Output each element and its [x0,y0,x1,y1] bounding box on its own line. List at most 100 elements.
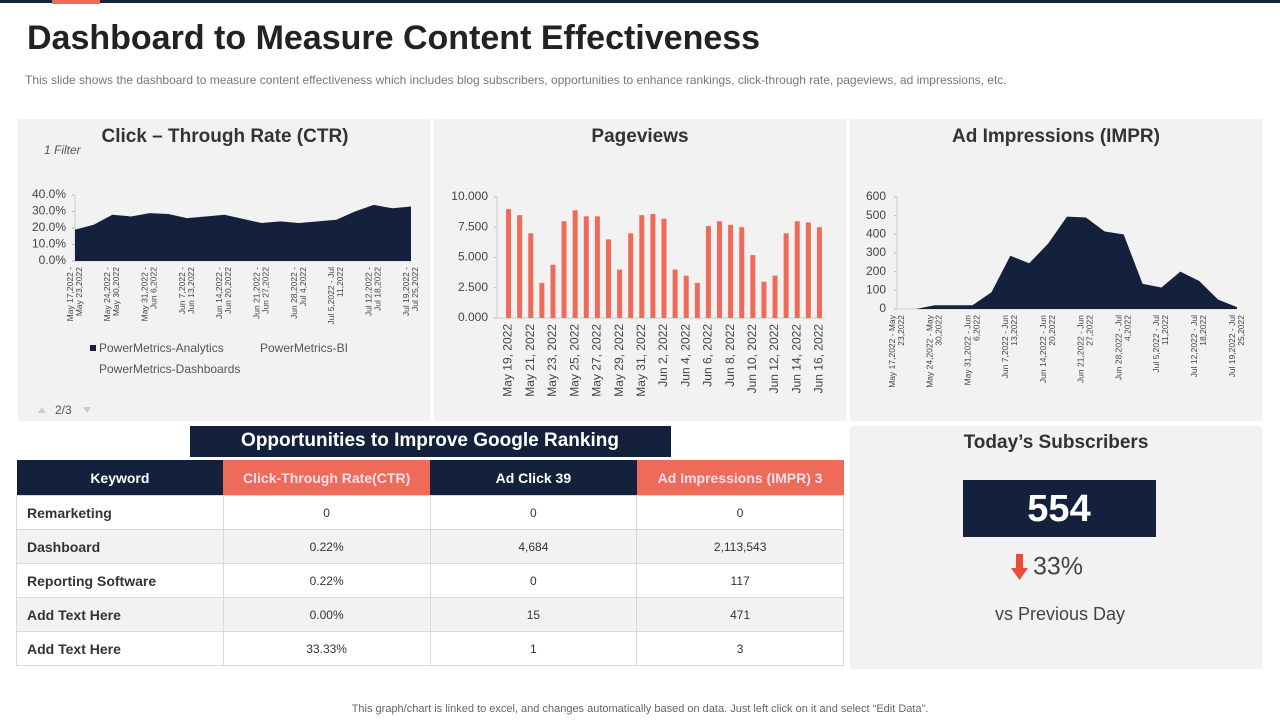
table-cell: Add Text Here [16,597,224,632]
legend-swatch [90,345,96,351]
bar [694,282,700,318]
legend-label: PowerMetrics-Analytics [99,341,224,355]
y-tick-label: 500 [866,208,886,222]
page-title: Dashboard to Measure Content Effectivene… [27,19,760,57]
table-cell: 0 [222,495,431,530]
subscribers-title: Today’s Subscribers [964,432,1149,453]
bar [572,210,578,318]
header-cell: Click-Through Rate(CTR) [223,460,430,496]
bar [628,233,634,318]
table-row: Remarketing 0 0 0 [16,495,844,530]
x-tick-label: Jun 16, 2022 [812,324,826,394]
x-tick-label: 27,2022 [1085,315,1095,346]
y-tick-label: 7.500 [458,219,488,233]
y-tick-label: 2.500 [458,280,488,294]
header-cell: Keyword [16,460,224,496]
bar [761,281,767,318]
header-cell: Ad Click 39 [430,460,637,496]
x-tick-label: Jul 5,2022 - Jul [1151,315,1161,373]
table-cell: 3 [636,631,844,666]
x-tick-label: May 30,2022 [111,267,121,316]
x-tick-label: Jun 28,2022 - Jul [1113,315,1123,380]
x-tick-label: Jul 18,2022 [372,267,382,311]
table-cell: 4,684 [429,529,638,564]
footer-note: This graph/chart is linked to excel, and… [352,703,929,715]
y-tick-label: 600 [866,189,886,203]
subscribers-box [963,480,1156,537]
bar [605,239,611,318]
x-tick-label: Jul 12,2022 - [363,267,373,316]
x-tick-label: May 31, 2022 [634,324,648,397]
legend-label: PowerMetrics-BI [260,341,348,355]
y-tick-label: 0.0% [39,253,67,267]
y-tick-label: 20.0% [32,220,66,234]
page-down[interactable] [83,407,91,413]
x-tick-label: Jun 21,2022 - [251,267,261,319]
table-row: Add Text Here 33.33% 1 3 [16,631,844,666]
area [75,204,411,261]
x-tick-label: 11,2022 [1160,315,1170,345]
bar [705,226,711,318]
table-row: Add Text Here 0.00% 15 471 [16,597,844,632]
bar [561,221,567,318]
x-tick-label: May 24,2022 - May [925,314,935,388]
bar [506,209,512,318]
page-up[interactable] [38,407,46,413]
x-tick-label: Jul 4,2022 [298,267,308,306]
table-cell: 0 [429,563,638,598]
bar [739,227,745,318]
x-tick-label: May 24,2022 - [102,267,112,322]
x-tick-label: Jun 14, 2022 [789,324,803,394]
table-row: Reporting Software 0.22% 0 117 [16,563,844,598]
bar [594,216,600,318]
panel [850,426,1262,669]
table-cell: 33.33% [222,631,431,666]
table-row: Dashboard 0.22% 4,684 2,113,543 [16,529,844,564]
bar [683,275,689,318]
table-cell: Dashboard [16,529,224,564]
table-cell: 117 [636,563,844,598]
y-tick-label: 200 [866,264,886,278]
table-cell: 1 [429,631,638,666]
x-tick-label: Jun 13,2022 [186,267,196,314]
page-indicator: 2/3 [55,403,72,417]
x-tick-label: 4,2022 [1122,315,1132,341]
subscribers-change: 33% [1033,553,1083,581]
page-subtitle: This slide shows the dashboard to measur… [25,73,1007,87]
bar [650,213,656,318]
x-tick-label: 11,2022 [335,267,345,297]
bar [617,269,623,318]
x-tick-label: Jul 19,2022 - Jul [1227,315,1237,377]
bar [517,215,523,318]
table-cell: Add Text Here [16,631,224,666]
y-tick-label: 10.000 [451,189,488,203]
y-tick-label: 40.0% [32,187,66,201]
x-tick-label: 20,2022 [1047,315,1057,346]
x-tick-label: Jul 12,2022 - Jul [1189,315,1199,377]
x-tick-label: 13,2022 [1009,315,1019,346]
x-tick-label: May 17,2022 - May [887,314,897,388]
x-tick-label: May 17,2022 - [65,267,75,322]
ranking-table: Keyword Click-Through Rate(CTR) Ad Click 3… [16,460,844,666]
table-cell: 471 [636,597,844,632]
bar [717,221,723,318]
x-tick-label: Jun 2, 2022 [656,324,670,387]
bar [550,264,556,318]
x-tick-label: May 25, 2022 [567,324,581,397]
x-tick-label: Jun 12, 2022 [767,324,781,394]
x-tick-label: May 31,2022 - [139,267,149,322]
x-tick-label: 23,2022 [896,315,906,346]
y-tick-label: 10.0% [32,237,66,251]
table-cell: 2,113,543 [636,529,844,564]
x-tick-label: Jun 10, 2022 [745,324,759,394]
bar [750,255,756,318]
header-row: Keyword Click-Through Rate(CTR) Ad Click 3… [16,460,844,496]
x-tick-label: May 23, 2022 [545,324,559,397]
down-arrow [1011,554,1028,580]
x-tick-label: 30,2022 [934,315,944,346]
table-title: Opportunities to Improve Google Ranking [241,430,619,451]
bar [528,233,534,318]
y-tick-label: 400 [866,227,886,241]
